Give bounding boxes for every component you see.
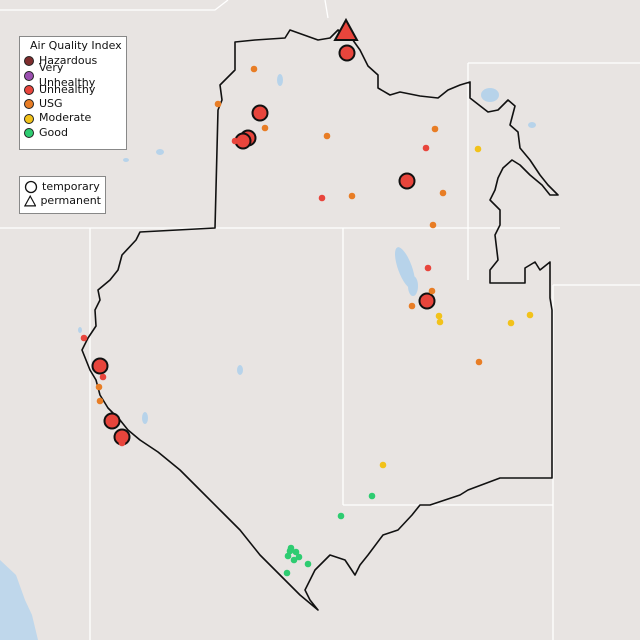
sensor-moderate (436, 318, 444, 326)
sensor-usg (323, 132, 331, 140)
sensor-unhealthy (318, 194, 326, 202)
sensor-usg (439, 189, 447, 197)
sensor-usg (431, 125, 439, 133)
legend-item-permanent: permanent (24, 194, 101, 208)
aqi-legend: Air Quality Index Hazardous Very Unhealt… (19, 36, 127, 150)
sensor-unhealthy (424, 264, 432, 272)
sensor-good (290, 556, 298, 564)
legend-label-temporary: temporary (42, 180, 100, 193)
lake-6 (78, 327, 82, 333)
moderate-swatch-icon (24, 113, 34, 124)
legend-label-very-unhealthy: Very Unhealthy (38, 61, 96, 89)
utah-lake (408, 276, 418, 296)
permanent-monitor-unhealthy (333, 17, 359, 41)
unhealthy-swatch-icon (24, 85, 34, 96)
sensor-usg (475, 358, 483, 366)
sensor-usg (96, 397, 104, 405)
sensor-good (337, 512, 345, 520)
legend-item-unhealthy: Unhealthy (24, 83, 122, 97)
sensor-usg (214, 100, 222, 108)
lake-3 (237, 365, 243, 375)
sensor-good (283, 569, 291, 577)
legend-item-moderate: Moderate (24, 111, 122, 125)
region-boundary (81, 29, 559, 611)
sensor-usg (348, 192, 356, 200)
legend-label-moderate: Moderate (39, 111, 92, 125)
legend-label-permanent: permanent (40, 194, 101, 208)
sensor-good (304, 560, 312, 568)
state-line-9 (0, 0, 229, 11)
sensor-moderate (474, 145, 482, 153)
yellowstone-lake (481, 88, 499, 102)
legend-item-usg: USG (24, 97, 122, 111)
triangle-icon (24, 195, 37, 207)
good-swatch-icon (24, 127, 34, 138)
hazardous-swatch-icon (24, 56, 34, 67)
usg-swatch-icon (24, 99, 34, 110)
sensor-usg (95, 383, 103, 391)
legend-item-good: Good (24, 126, 122, 140)
sensor-good (295, 553, 303, 561)
sensor-good (284, 552, 292, 560)
sensor-usg (429, 221, 437, 229)
sensor-unhealthy (118, 439, 126, 447)
temporary-monitor-unhealthy (91, 357, 109, 375)
sensor-usg (408, 302, 416, 310)
monitor-type-legend: temporary permanent (19, 176, 106, 214)
sensor-good (292, 548, 300, 556)
lake-tahoe (142, 412, 148, 424)
legend-label-unhealthy: Unhealthy (39, 82, 96, 96)
legend-item-temporary: temporary (24, 180, 101, 194)
legend-label-good: Good (39, 125, 68, 139)
sensor-unhealthy (99, 373, 107, 381)
sensor-moderate (379, 461, 387, 469)
sensor-moderate (507, 319, 515, 327)
sensor-usg (428, 287, 436, 295)
sensor-good (286, 547, 294, 555)
sensor-good (368, 492, 376, 500)
legend-label-usg: USG (39, 97, 63, 111)
sensor-moderate (435, 312, 443, 320)
legend-title: Air Quality Index (30, 39, 122, 52)
legend-item-hazardous: Hazardous (24, 54, 122, 68)
sensor-usg (261, 124, 269, 132)
lake-5 (528, 122, 536, 128)
temporary-monitor-unhealthy (418, 292, 436, 310)
temporary-monitor-unhealthy (251, 104, 269, 122)
temporary-monitor-unhealthy (103, 412, 121, 430)
sensor-usg (250, 65, 258, 73)
lake-1 (156, 149, 164, 155)
sensor-moderate (526, 311, 534, 319)
aqi-markers (80, 17, 534, 577)
state-line-10 (324, 0, 329, 19)
legend-label-hazardous: Hazardous (39, 54, 98, 68)
sensor-unhealthy (231, 137, 239, 145)
ocean (0, 560, 38, 640)
lakes (78, 74, 536, 424)
sensor-unhealthy (422, 144, 430, 152)
lake-2 (123, 158, 129, 162)
circle-icon (24, 180, 38, 194)
temporary-monitor-unhealthy (338, 44, 356, 62)
sensor-unhealthy (80, 334, 88, 342)
temporary-monitor-unhealthy (398, 172, 416, 190)
lake-4 (277, 74, 283, 86)
legend-item-very-unhealthy: Very Unhealthy (24, 61, 122, 89)
very-unhealthy-swatch-icon (24, 70, 34, 81)
